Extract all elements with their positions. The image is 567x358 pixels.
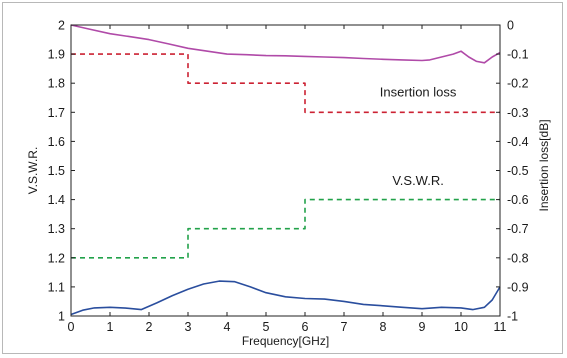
x-tick-label: 10 xyxy=(454,320,468,334)
axes-layer: 0 1 2 3 4 5 6 7 8 9 10 1111.11.21.31.41.51.61.71.81… xyxy=(48,19,529,335)
y-left-tick-label: 1 xyxy=(58,310,65,324)
x-tick-label: 6 xyxy=(302,320,309,334)
x-tick-label: 8 xyxy=(380,320,387,334)
y-axis-left-label: V.S.W.R. xyxy=(26,147,40,195)
y-left-tick-label: 1.8 xyxy=(48,77,65,91)
y-left-tick-label: 1.7 xyxy=(48,106,65,120)
series-insertion-spec xyxy=(71,53,500,114)
labels-layer: Frequency[GHz] V.S.W.R. Insertion loss[d… xyxy=(26,84,551,348)
x-axis-label: Frequency[GHz] xyxy=(242,334,329,348)
y-right-tick-label: 0 xyxy=(507,19,514,33)
chart-frame xyxy=(2,2,563,354)
y-left-tick-label: 1.2 xyxy=(48,251,65,265)
y-axis-right-label: Insertion loss[dB] xyxy=(537,119,551,211)
y-right-tick-label: -0.2 xyxy=(507,77,529,91)
y-right-tick-label: -0.3 xyxy=(507,106,529,120)
y-right-tick-label: -0.5 xyxy=(507,164,529,178)
y-left-tick-label: 1.6 xyxy=(48,135,65,149)
y-left-tick-label: 1.3 xyxy=(48,222,65,236)
y-left-tick-label: 1.4 xyxy=(48,193,65,207)
x-tick-label: 1 xyxy=(107,320,114,334)
y-left-tick-label: 1.1 xyxy=(48,280,65,294)
x-tick-label: 7 xyxy=(341,320,348,334)
x-tick-label: 11 xyxy=(494,320,507,334)
insertion-loss-annotation: Insertion loss xyxy=(380,84,457,99)
y-left-tick-label: 1.9 xyxy=(48,48,65,62)
x-tick-label: 4 xyxy=(224,320,231,334)
series-vswr-measured xyxy=(70,280,501,316)
y-left-tick-label: 2 xyxy=(58,19,65,33)
y-left-tick-label: 1.5 xyxy=(48,164,65,178)
series-insertion-measured xyxy=(70,24,501,64)
y-right-tick-label: -0.4 xyxy=(507,135,529,149)
y-right-tick-label: -0.1 xyxy=(507,48,529,62)
vswr-annotation: V.S.W.R. xyxy=(392,173,444,188)
series-vswr-spec xyxy=(71,198,500,259)
x-tick-label: 2 xyxy=(146,320,153,334)
x-tick-label: 9 xyxy=(419,320,426,334)
x-tick-label: 0 xyxy=(68,320,75,334)
series-layer xyxy=(70,24,501,316)
plot-border xyxy=(70,24,501,317)
y-right-tick-label: -1 xyxy=(507,310,518,324)
x-tick-label: 3 xyxy=(185,320,192,334)
y-right-tick-label: -0.9 xyxy=(507,280,529,294)
y-right-tick-label: -0.8 xyxy=(507,251,529,265)
y-right-tick-label: -0.7 xyxy=(507,222,529,236)
x-tick-label: 5 xyxy=(263,320,270,334)
y-right-tick-label: -0.6 xyxy=(507,193,529,207)
